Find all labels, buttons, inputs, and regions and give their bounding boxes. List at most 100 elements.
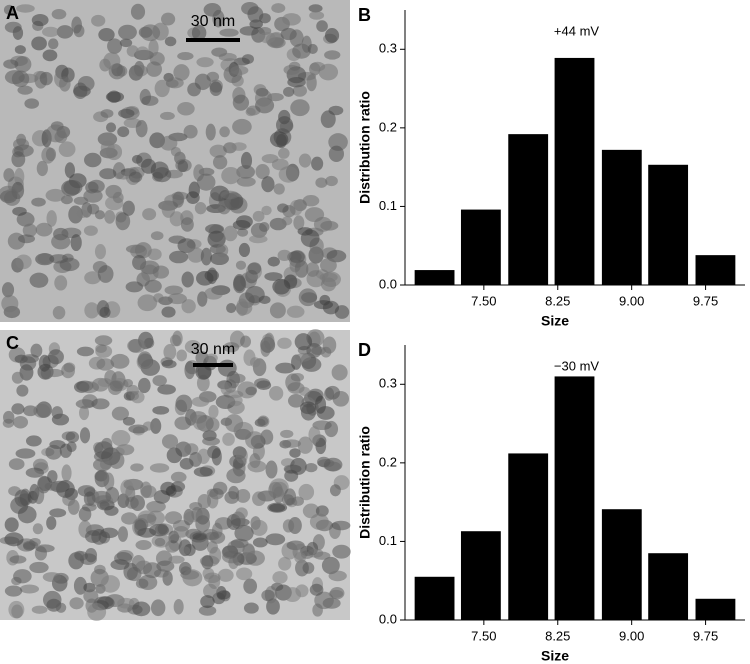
- particle: [245, 431, 265, 450]
- particle: [231, 142, 247, 151]
- particle: [91, 490, 112, 504]
- particle: [103, 52, 121, 70]
- particle: [252, 210, 265, 222]
- particle: [259, 31, 276, 44]
- particle: [41, 146, 55, 164]
- particle: [321, 556, 340, 575]
- particle: [285, 373, 301, 392]
- particle: [98, 28, 115, 42]
- particle: [111, 429, 131, 447]
- particle: [313, 216, 333, 232]
- particle: [292, 43, 311, 59]
- particle: [177, 52, 194, 61]
- particle: [195, 515, 211, 533]
- particle: [235, 507, 248, 520]
- particle: [42, 572, 61, 582]
- scale-bar-label: 30 nm: [191, 341, 235, 358]
- particle: [308, 4, 323, 13]
- particle: [272, 571, 288, 584]
- particle: [125, 496, 139, 509]
- particle: [161, 359, 177, 369]
- particle: [61, 464, 72, 482]
- particle: [150, 418, 162, 434]
- particle: [232, 94, 250, 111]
- particle: [192, 532, 207, 541]
- particle: [127, 338, 146, 353]
- particle: [207, 267, 218, 285]
- panel-label: A: [6, 3, 19, 23]
- particle: [294, 333, 313, 351]
- particle: [154, 537, 166, 547]
- particle: [55, 602, 67, 613]
- particle: [144, 279, 162, 293]
- particle: [70, 234, 82, 252]
- particle: [103, 472, 115, 491]
- particle: [235, 447, 248, 464]
- particle: [196, 173, 216, 191]
- particle: [73, 24, 85, 38]
- particle: [230, 65, 249, 76]
- x-tick-label: 9.00: [619, 628, 644, 643]
- particle: [173, 598, 184, 615]
- particle: [161, 200, 176, 218]
- particle: [287, 76, 306, 88]
- particle: [273, 183, 285, 195]
- particle: [3, 59, 19, 69]
- particle: [130, 244, 148, 259]
- particle: [226, 513, 241, 531]
- particle: [209, 144, 227, 158]
- particle: [236, 176, 256, 187]
- particle: [196, 57, 214, 68]
- annotation: −30 mV: [554, 358, 599, 373]
- particle: [283, 64, 300, 75]
- particle: [46, 516, 57, 530]
- particle: [11, 70, 30, 88]
- particle: [300, 229, 320, 248]
- annotation: +44 mV: [554, 23, 599, 38]
- particle: [226, 468, 246, 484]
- y-axis-label: Distribution ratio: [357, 426, 373, 539]
- particle: [269, 386, 284, 401]
- particle: [122, 416, 136, 426]
- particle: [212, 9, 225, 28]
- particle: [88, 179, 105, 193]
- particle: [159, 135, 178, 151]
- particle: [16, 133, 27, 146]
- particle: [159, 111, 175, 121]
- particle: [187, 247, 205, 263]
- particle: [282, 439, 302, 448]
- bar: [648, 553, 689, 620]
- particle: [84, 152, 102, 168]
- particle: [283, 86, 295, 97]
- particle: [1, 294, 19, 313]
- particle: [282, 519, 295, 533]
- particle: [277, 203, 289, 213]
- particle: [287, 393, 305, 408]
- particle: [106, 122, 117, 133]
- particle: [146, 61, 162, 77]
- particle: [150, 599, 166, 617]
- particle: [3, 4, 15, 16]
- particle: [14, 45, 26, 55]
- particle: [16, 4, 35, 13]
- particle: [97, 265, 114, 283]
- particle: [122, 200, 135, 216]
- particle: [247, 6, 264, 23]
- particle: [100, 140, 115, 155]
- particle: [68, 205, 83, 224]
- particle: [42, 26, 60, 37]
- particle: [234, 524, 254, 542]
- particle: [130, 64, 149, 77]
- particle: [147, 248, 162, 261]
- scale-bar-label: 30 nm: [191, 13, 235, 30]
- panel-label: B: [358, 5, 371, 25]
- particle: [307, 43, 318, 54]
- particle: [117, 526, 128, 542]
- particle: [134, 519, 147, 536]
- particle: [295, 352, 312, 362]
- particle: [320, 258, 337, 273]
- particle: [13, 415, 29, 429]
- particle: [204, 572, 221, 584]
- particle: [19, 584, 40, 594]
- particle: [271, 158, 289, 171]
